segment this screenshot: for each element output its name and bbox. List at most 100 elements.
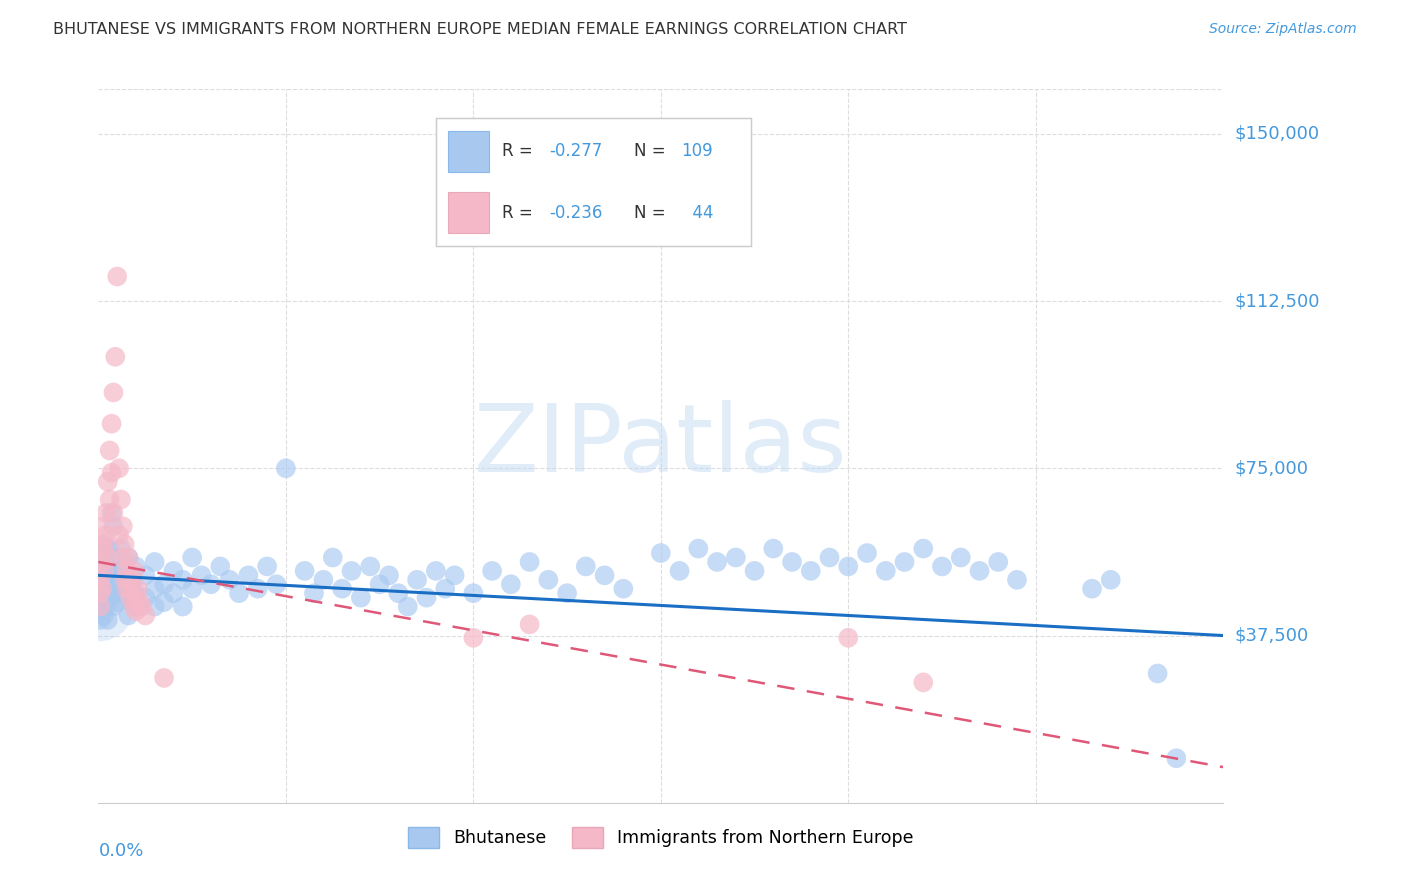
Point (172, 599, 194, 614)
Point (94, 586, 117, 600)
Point (103, 506, 125, 520)
Point (114, 573, 136, 587)
Point (875, 564, 897, 578)
Point (103, 599, 125, 614)
Point (108, 461, 131, 475)
Text: $37,500: $37,500 (1234, 626, 1309, 645)
Point (415, 591, 437, 605)
Point (800, 564, 823, 578)
Point (519, 555, 541, 569)
Point (1081, 582, 1104, 596)
Point (89, 573, 111, 587)
Point (322, 550, 344, 565)
Point (93, 564, 115, 578)
Text: Source: ZipAtlas.com: Source: ZipAtlas.com (1209, 22, 1357, 37)
Point (98, 591, 121, 605)
Point (94, 506, 117, 520)
Text: BHUTANESE VS IMMIGRANTS FROM NORTHERN EUROPE MEDIAN FEMALE EARNINGS CORRELATION : BHUTANESE VS IMMIGRANTS FROM NORTHERN EU… (53, 22, 907, 37)
Point (94, 528, 117, 542)
Point (302, 586, 325, 600)
Point (162, 586, 184, 600)
Point (1166, 751, 1188, 765)
Point (98, 541, 121, 556)
Point (330, 582, 353, 596)
Point (780, 555, 803, 569)
Point (97, 613, 120, 627)
Point (89, 586, 111, 600)
Point (94, 599, 117, 614)
Point (969, 564, 991, 578)
Point (100, 417, 122, 431)
Point (122, 564, 145, 578)
Point (837, 631, 859, 645)
Point (93, 608, 115, 623)
Point (499, 577, 522, 591)
Point (537, 573, 560, 587)
Point (434, 582, 457, 596)
Point (650, 546, 672, 560)
Point (172, 573, 194, 587)
Point (1146, 666, 1168, 681)
Point (89, 599, 111, 614)
Point (91, 582, 114, 596)
Point (103, 519, 125, 533)
Point (91, 546, 114, 560)
Point (114, 586, 136, 600)
Point (912, 675, 935, 690)
Point (93, 595, 115, 609)
Point (256, 559, 278, 574)
Point (117, 582, 139, 596)
Point (105, 269, 128, 284)
Point (125, 586, 148, 600)
Point (378, 568, 401, 582)
Point (97, 555, 120, 569)
Point (120, 591, 142, 605)
Point (131, 599, 153, 614)
Point (97, 577, 120, 591)
Point (340, 564, 363, 578)
Point (125, 599, 148, 614)
Point (668, 564, 690, 578)
Point (238, 568, 260, 582)
Point (350, 591, 373, 605)
Point (200, 577, 222, 591)
Point (463, 631, 485, 645)
Point (359, 559, 381, 574)
Point (575, 559, 598, 574)
Point (706, 555, 728, 569)
Point (114, 537, 136, 551)
Point (931, 559, 953, 574)
Point (89, 599, 111, 614)
Point (111, 519, 134, 533)
Point (856, 546, 879, 560)
Point (98, 443, 121, 458)
Point (93, 573, 115, 587)
Point (724, 550, 747, 565)
Point (463, 586, 485, 600)
Point (100, 559, 122, 574)
Point (274, 461, 297, 475)
Point (100, 466, 122, 480)
Point (91, 537, 114, 551)
Point (104, 550, 127, 565)
Point (143, 582, 166, 596)
Point (93, 541, 115, 556)
Point (143, 555, 166, 569)
Point (97, 550, 120, 565)
Point (110, 541, 132, 556)
Point (143, 599, 166, 614)
Point (425, 564, 447, 578)
Text: ZIPatlas: ZIPatlas (474, 400, 848, 492)
Point (100, 582, 122, 596)
Point (818, 550, 841, 565)
Point (266, 577, 288, 591)
Point (134, 568, 156, 582)
Point (593, 568, 616, 582)
Point (181, 582, 204, 596)
Point (98, 492, 121, 507)
Point (294, 564, 316, 578)
Point (108, 528, 131, 542)
Point (837, 559, 859, 574)
Point (125, 559, 148, 574)
Point (246, 582, 269, 596)
